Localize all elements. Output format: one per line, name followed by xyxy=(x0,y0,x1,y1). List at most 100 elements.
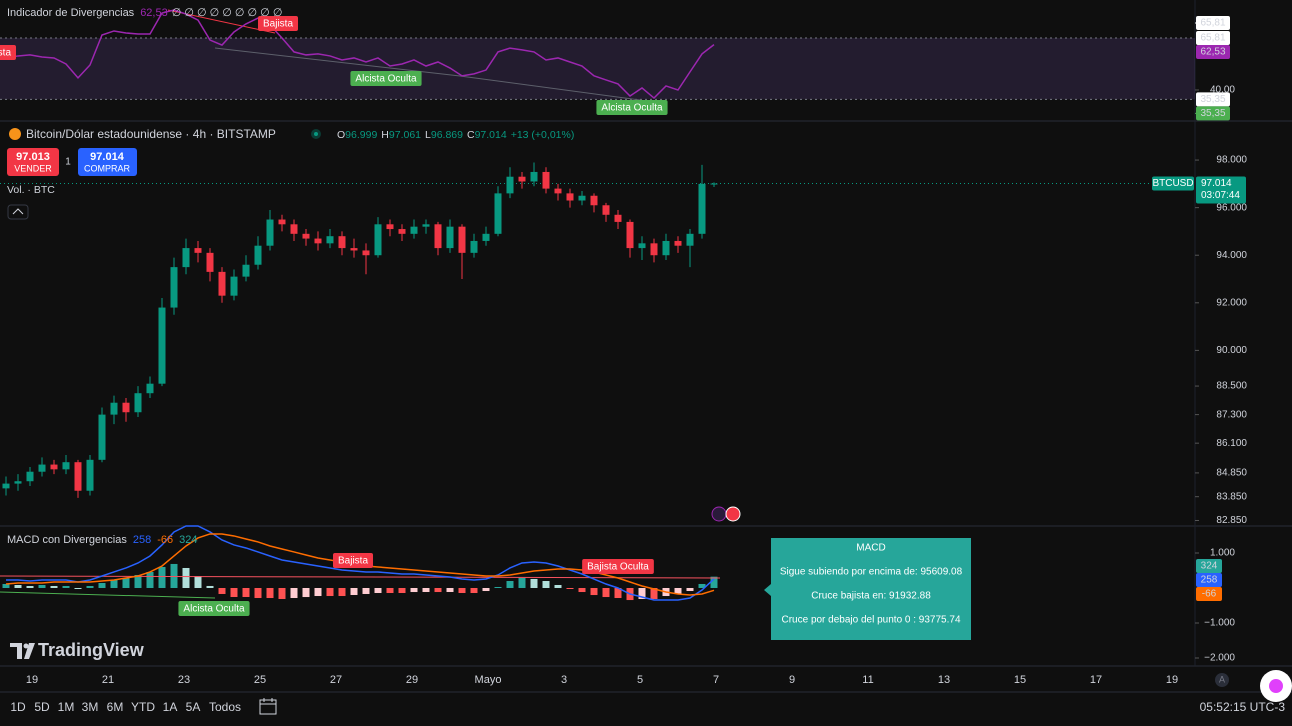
clock[interactable]: 05:52:15 UTC-3 xyxy=(1200,700,1286,714)
ohlc-value: 97.014 xyxy=(475,129,507,141)
histogram-bar xyxy=(38,584,46,589)
signal-label: Alcista Oculta xyxy=(183,604,245,615)
signal-label-bg xyxy=(257,16,299,31)
signal-label-bg xyxy=(332,553,374,568)
buy-button[interactable] xyxy=(78,148,137,176)
event-icon[interactable] xyxy=(711,506,727,522)
histogram-bar xyxy=(50,586,58,589)
x-tick-label: 9 xyxy=(789,674,795,686)
indicator-value: 62,53 xyxy=(140,7,168,19)
candle-body xyxy=(662,240,670,256)
candle-body xyxy=(314,238,322,244)
axis-mode: A xyxy=(1219,674,1225,684)
signal-label: Alcista Oculta xyxy=(601,103,663,114)
x-tick-label: 25 xyxy=(254,674,266,686)
candle-body xyxy=(266,219,274,246)
candle-body xyxy=(518,176,526,182)
histogram-bar xyxy=(506,581,514,589)
range-button[interactable]: 1A xyxy=(163,700,178,714)
candle-body xyxy=(86,459,94,491)
y-tick-label: 88.500 xyxy=(1216,381,1247,392)
histogram-bar xyxy=(134,574,142,589)
candle-body xyxy=(38,464,46,472)
histogram-bar xyxy=(182,567,190,589)
chart-title: Bitcoin/Dólar estadounidense · 4h · BITS… xyxy=(26,127,276,141)
candle-body xyxy=(530,171,538,182)
histogram-bar xyxy=(470,588,478,594)
histogram-bar xyxy=(26,586,34,589)
sell-price: 97.013 xyxy=(16,151,50,163)
ohlc-legend: O96.999 H97.061 L96.869 C97.014 +13 (+0,01%) xyxy=(337,129,574,141)
calendar-icon[interactable] xyxy=(259,698,277,715)
range-button[interactable]: 3M xyxy=(82,700,99,714)
candle-body xyxy=(686,233,694,246)
ohlc-key: C xyxy=(467,129,475,141)
ohlc-key: O xyxy=(337,129,345,141)
symbol-tag-bg xyxy=(1152,176,1194,191)
range-button[interactable]: Todos xyxy=(209,700,241,714)
range-button[interactable]: 6M xyxy=(107,700,124,714)
sell-button[interactable] xyxy=(7,148,59,176)
histogram-bar xyxy=(158,566,166,589)
candle-body xyxy=(578,195,586,201)
macd-tag: 258 xyxy=(1201,575,1218,586)
histogram-bar xyxy=(614,588,622,599)
range-button[interactable]: YTD xyxy=(131,700,155,714)
legend-value: -66 xyxy=(157,534,173,546)
candle-body xyxy=(170,267,178,308)
axis-mode-bg[interactable] xyxy=(1215,673,1229,687)
x-tick-label: 19 xyxy=(1166,674,1178,686)
histogram-bar xyxy=(98,582,106,589)
macd-tag: 324 xyxy=(1201,561,1218,572)
range-button[interactable]: 1M xyxy=(58,700,75,714)
signal-label-bg xyxy=(178,601,250,616)
candle-body xyxy=(194,248,202,253)
sell-label: VENDER xyxy=(14,163,52,173)
x-tick-label: Mayo xyxy=(475,674,502,686)
candle-body xyxy=(506,176,514,194)
histogram-bar xyxy=(518,577,526,589)
histogram-bar xyxy=(566,588,574,590)
histogram-bar xyxy=(230,588,238,597)
candle-body xyxy=(458,226,466,253)
candle-body xyxy=(134,393,142,413)
histogram-bar xyxy=(2,583,10,589)
candle-body xyxy=(566,193,574,201)
x-tick-label: 3 xyxy=(561,674,567,686)
signal-label: Bajista xyxy=(263,19,293,30)
macd-title: MACD con Divergencias xyxy=(7,534,127,546)
level-tag-bg xyxy=(1196,92,1230,107)
x-tick-label: 11 xyxy=(862,674,873,686)
histogram-bar xyxy=(590,588,598,596)
symbol-icon xyxy=(9,128,21,140)
candle-body xyxy=(206,252,214,272)
symbol-tag: BTCUSD xyxy=(1152,178,1193,189)
histogram-bar xyxy=(458,588,466,594)
candle-body xyxy=(230,276,238,296)
x-tick-label: 27 xyxy=(330,674,342,686)
collapse-button[interactable] xyxy=(7,204,29,220)
assistant-icon xyxy=(1269,679,1283,693)
candle-body xyxy=(74,462,82,491)
histogram-bar xyxy=(326,588,334,597)
event-flag-icon[interactable] xyxy=(725,506,741,522)
macd-line xyxy=(6,525,715,601)
ohlc-value: 97.061 xyxy=(389,129,421,141)
y-tick-label: 87.300 xyxy=(1216,409,1247,420)
logo-dot xyxy=(23,643,29,649)
signal-label-bg xyxy=(350,71,422,86)
last-value-tag-bg xyxy=(1196,44,1230,59)
range-button[interactable]: 5A xyxy=(186,700,201,714)
histogram-bar xyxy=(266,588,274,599)
ohlc-key: H xyxy=(381,129,389,141)
candle-body xyxy=(62,462,70,470)
range-button[interactable]: 5D xyxy=(34,700,50,714)
x-tick-label: 13 xyxy=(938,674,950,686)
range-button[interactable]: 1D xyxy=(10,700,26,714)
ohlc-key: L xyxy=(425,129,431,141)
candle-body xyxy=(398,229,406,234)
histogram-bar xyxy=(530,578,538,589)
macd-tag-bg xyxy=(1196,573,1222,587)
candle-body xyxy=(434,224,442,249)
signal-label-bg xyxy=(596,100,668,115)
